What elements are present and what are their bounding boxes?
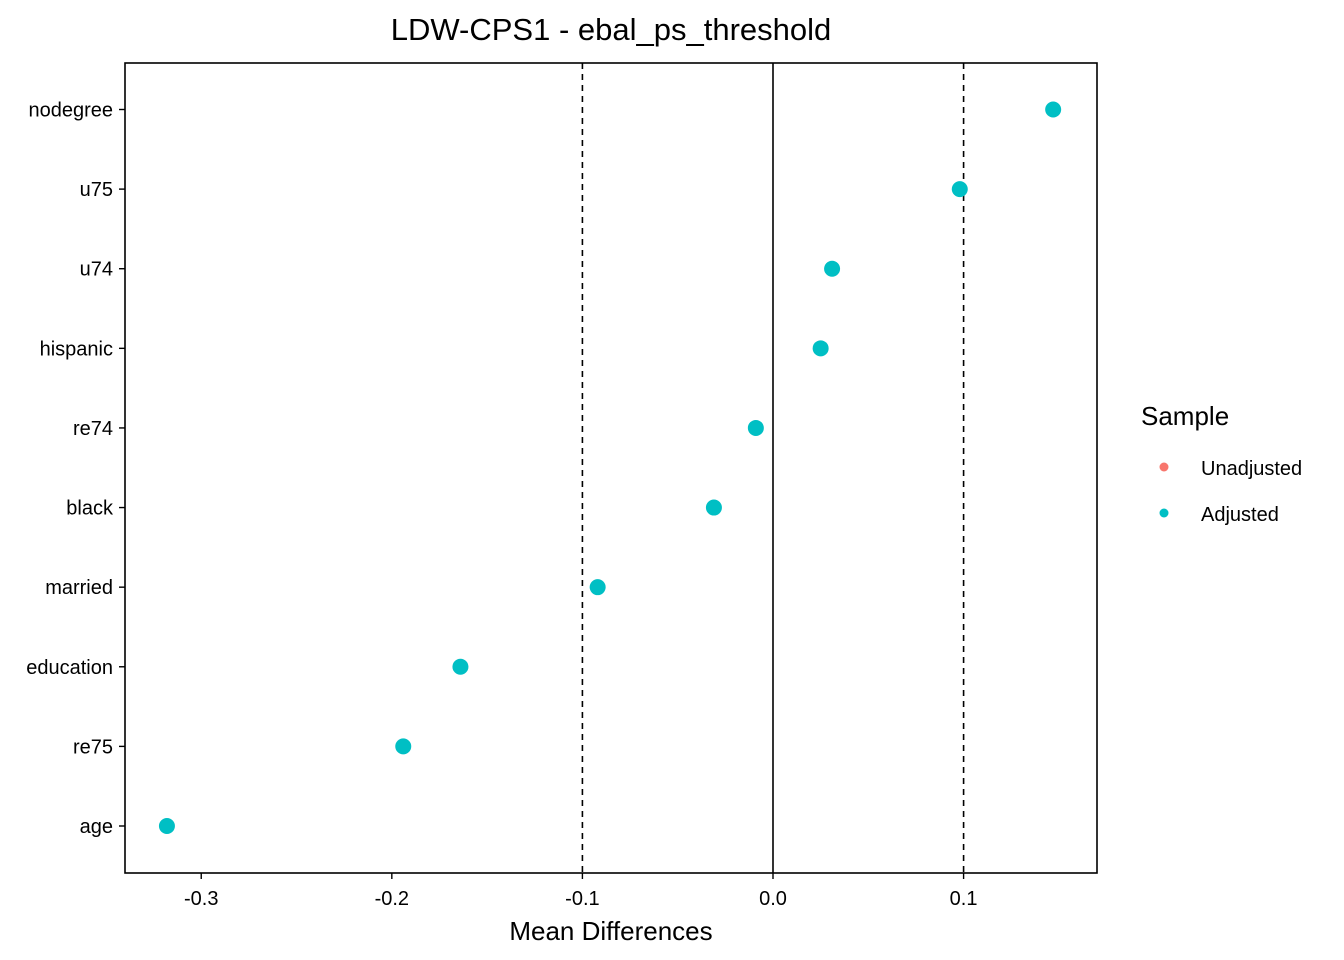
x-tick-label: 0.0 bbox=[759, 888, 787, 910]
data-point-adjusted-u74 bbox=[824, 260, 841, 277]
y-tick-label: age bbox=[80, 816, 113, 838]
data-points bbox=[158, 101, 1062, 834]
data-point-adjusted-nodegree bbox=[1045, 101, 1062, 118]
reference-lines bbox=[581, 63, 965, 873]
x-tick-label: -0.2 bbox=[375, 888, 409, 910]
data-point-adjusted-hispanic bbox=[812, 340, 829, 357]
y-axis: nodegree u75 u74 hispanic re74 black married ed… bbox=[26, 100, 125, 838]
legend-label-unadjusted: Unadjusted bbox=[1201, 458, 1302, 480]
x-axis: -0.3 -0.2 -0.1 0.0 0.1 bbox=[184, 873, 977, 910]
plot-panel bbox=[124, 62, 1098, 874]
y-tick-label: married bbox=[45, 577, 113, 599]
y-tick-label: black bbox=[66, 498, 114, 520]
y-tick-label: re75 bbox=[73, 736, 113, 758]
y-tick-label: re74 bbox=[73, 418, 113, 440]
x-tick-label: 0.1 bbox=[950, 888, 978, 910]
data-point-adjusted-re75 bbox=[395, 738, 412, 755]
legend: Sample Unadjusted Adjusted bbox=[1141, 401, 1302, 526]
legend-title: Sample bbox=[1141, 401, 1229, 431]
y-tick-label: hispanic bbox=[40, 338, 113, 360]
data-point-adjusted-u75 bbox=[951, 181, 968, 198]
y-tick-label: u74 bbox=[80, 259, 113, 281]
x-tick-label: -0.1 bbox=[565, 888, 599, 910]
legend-key-adjusted bbox=[1159, 508, 1169, 518]
data-point-adjusted-re74 bbox=[747, 419, 764, 436]
y-tick-label: u75 bbox=[80, 179, 113, 201]
y-tick-label: nodegree bbox=[28, 100, 113, 122]
legend-label-adjusted: Adjusted bbox=[1201, 504, 1279, 526]
chart-title: LDW-CPS1 - ebal_ps_threshold bbox=[391, 12, 832, 47]
data-point-adjusted-married bbox=[589, 579, 606, 596]
data-point-adjusted-age bbox=[158, 818, 175, 834]
data-point-adjusted-education bbox=[452, 658, 469, 675]
x-axis-title: Mean Differences bbox=[509, 916, 712, 946]
x-tick-label: -0.3 bbox=[184, 888, 218, 910]
legend-key-unadjusted bbox=[1159, 462, 1169, 472]
y-tick-label: education bbox=[26, 657, 113, 679]
data-point-adjusted-black bbox=[705, 499, 722, 516]
